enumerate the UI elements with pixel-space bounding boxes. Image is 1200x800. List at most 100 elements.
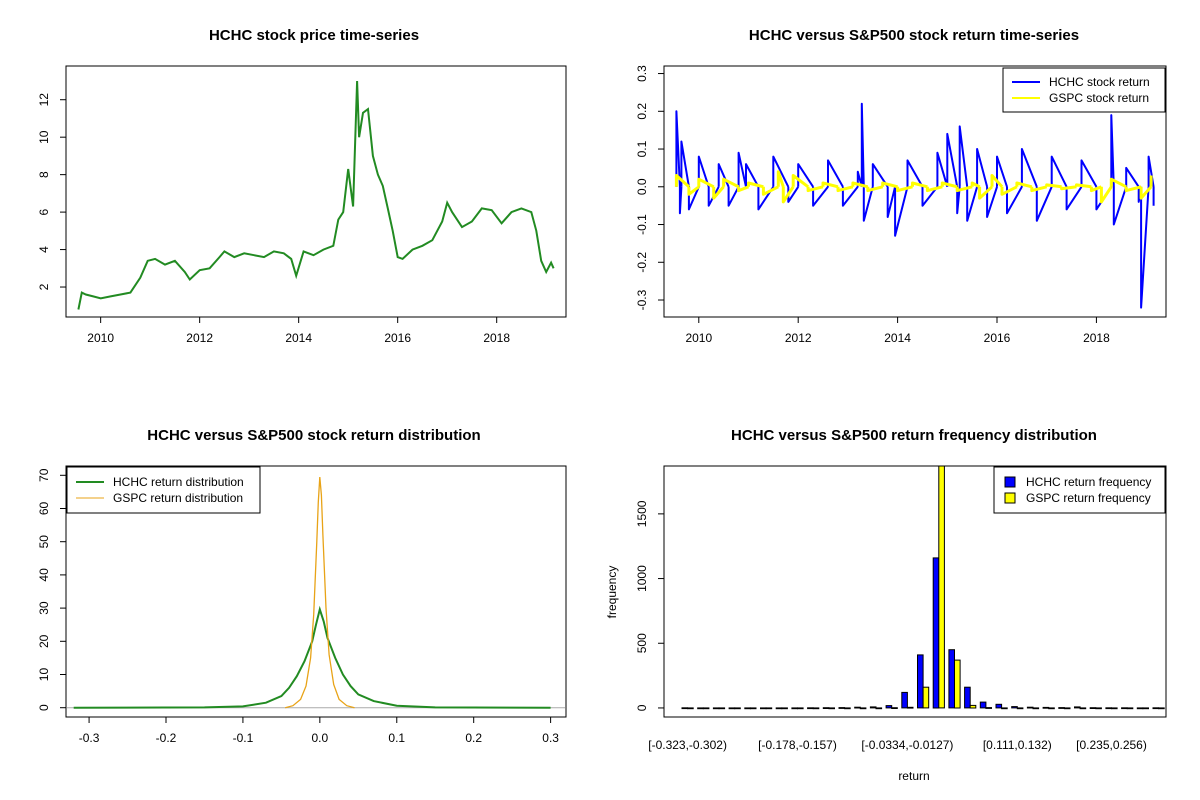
plot-frame bbox=[663, 65, 1167, 318]
panel-return-distribution: HCHC versus S&P500 stock return distribu… bbox=[37, 427, 567, 745]
bar-gspc bbox=[781, 707, 788, 710]
bar-gspc bbox=[1016, 707, 1024, 710]
bar-hchc bbox=[681, 707, 689, 710]
y-axis-label: frequency bbox=[605, 566, 619, 619]
bar-hchc bbox=[1105, 707, 1113, 710]
legend-label-gspc: GSPC return distribution bbox=[113, 491, 243, 505]
x-tick-label: 0.0 bbox=[312, 731, 329, 745]
bar-gspc bbox=[906, 706, 914, 709]
chart-title: HCHC versus S&P500 stock return time-ser… bbox=[749, 27, 1079, 44]
axis-ticks: -0.3 -0.2 -0.1 0.0 0.1 0.2 0.3 2010 2012 2014 2016… bbox=[635, 65, 1110, 345]
y-tick-label: -0.1 bbox=[635, 214, 649, 235]
x-tick-label: 0.1 bbox=[388, 731, 405, 745]
x-tick-label: 0.3 bbox=[542, 731, 559, 745]
x-tick-label: 2016 bbox=[984, 331, 1011, 345]
bar-hchc bbox=[1058, 707, 1065, 709]
x-tick-label: 2018 bbox=[1083, 331, 1110, 345]
y-tick-label: 40 bbox=[37, 568, 51, 582]
y-tick-label: 50 bbox=[37, 535, 51, 549]
bar-hchc bbox=[1026, 706, 1034, 709]
x-tick-label: 2016 bbox=[384, 331, 411, 345]
bar-hchc bbox=[854, 706, 861, 709]
bar-gspc bbox=[734, 707, 741, 710]
y-tick-label: 10 bbox=[37, 130, 51, 144]
bar-gspc bbox=[1048, 707, 1055, 710]
legend-swatch-gspc bbox=[1004, 492, 1016, 504]
y-tick-label: -0.2 bbox=[635, 252, 649, 273]
bar-gspc bbox=[718, 707, 726, 710]
x-category-label: [-0.178,-0.157) bbox=[758, 738, 837, 752]
bar-hchc bbox=[964, 686, 971, 709]
bar-gspc bbox=[938, 466, 945, 709]
bar-gspc bbox=[1142, 707, 1150, 710]
bar-hchc bbox=[822, 707, 830, 710]
y-tick-label: 20 bbox=[37, 634, 51, 648]
y-tick-label: 0.2 bbox=[635, 103, 649, 120]
bar-hchc bbox=[775, 707, 783, 710]
bar-gspc bbox=[844, 707, 851, 710]
chart-title: HCHC versus S&P500 return frequency dist… bbox=[731, 427, 1097, 444]
bar-hchc bbox=[979, 701, 987, 709]
bar-group bbox=[681, 466, 1165, 710]
series-layer bbox=[674, 102, 1155, 309]
y-tick-label: 0.1 bbox=[635, 140, 649, 157]
legend-box bbox=[993, 466, 1166, 514]
series-layer bbox=[77, 80, 555, 310]
bar-gspc bbox=[969, 704, 977, 709]
bar-gspc bbox=[1095, 707, 1102, 710]
axis-ticks: 0 10 20 30 40 50 60 70 -0.3 -0.2 -0.1 0.0 0.1 0.2 0.3 bbox=[37, 468, 559, 745]
bar-gspc bbox=[985, 707, 993, 709]
bar-hchc bbox=[917, 654, 924, 709]
bar-hchc bbox=[760, 707, 767, 710]
y-tick-label: 4 bbox=[37, 246, 51, 253]
x-axis-label: return bbox=[898, 769, 929, 783]
y-tick-label: 2 bbox=[37, 283, 51, 290]
y-tick-label: 30 bbox=[37, 601, 51, 615]
axis-ticks: 2 4 6 8 10 12 2010 2012 2014 2016 2018 bbox=[37, 93, 510, 345]
bar-hchc bbox=[1074, 706, 1081, 709]
bar-hchc bbox=[712, 707, 720, 710]
series-line-hchc-price bbox=[77, 80, 555, 310]
bar-gspc bbox=[702, 707, 710, 710]
x-tick-label: 2012 bbox=[186, 331, 213, 345]
bar-gspc bbox=[1063, 707, 1071, 710]
panel-return-frequency: HCHC versus S&P500 return frequency dist… bbox=[605, 427, 1167, 783]
x-tick-label: 2010 bbox=[685, 331, 712, 345]
x-tick-label: 0.2 bbox=[465, 731, 482, 745]
panel-return-timeseries: HCHC versus S&P500 stock return time-ser… bbox=[635, 27, 1167, 345]
panel-price-timeseries: HCHC stock price time-series 2 4 6 8 10 12 201… bbox=[37, 27, 567, 345]
bar-hchc bbox=[697, 707, 704, 710]
y-tick-label: 500 bbox=[635, 633, 649, 653]
x-tick-label: 2018 bbox=[483, 331, 510, 345]
series-line-hchc-return bbox=[675, 102, 1155, 309]
bar-gspc bbox=[922, 686, 930, 709]
bar-hchc bbox=[869, 706, 877, 709]
bar-gspc bbox=[954, 659, 961, 709]
bar-hchc bbox=[932, 557, 940, 709]
y-tick-label: -0.3 bbox=[635, 289, 649, 310]
y-tick-label: 6 bbox=[37, 208, 51, 215]
bar-hchc bbox=[1089, 707, 1097, 710]
x-tick-label: 2012 bbox=[785, 331, 812, 345]
legend: HCHC return distribution GSPC return dis… bbox=[66, 466, 261, 514]
bar-hchc bbox=[728, 707, 736, 710]
legend-label-gspc: GSPC stock return bbox=[1049, 91, 1149, 105]
y-tick-label: 12 bbox=[37, 93, 51, 107]
chart-title: HCHC versus S&P500 stock return distribu… bbox=[147, 427, 480, 444]
y-tick-label: 60 bbox=[37, 502, 51, 516]
bar-hchc bbox=[838, 707, 846, 709]
axis-ticks: 0 500 1000 1500 [-0.323,-0.302) [-0.178,-0.15… bbox=[635, 500, 1147, 752]
y-tick-label: 1000 bbox=[635, 565, 649, 592]
bar-gspc bbox=[797, 707, 804, 710]
bar-gspc bbox=[891, 707, 898, 710]
bar-gspc bbox=[1126, 707, 1134, 710]
series-layer bbox=[67, 476, 565, 709]
y-tick-label: 0.0 bbox=[635, 178, 649, 195]
bar-gspc bbox=[749, 707, 757, 710]
x-tick-label: -0.1 bbox=[233, 731, 254, 745]
bar-gspc bbox=[828, 707, 836, 710]
y-tick-label: 10 bbox=[37, 668, 51, 682]
bar-hchc bbox=[1152, 707, 1160, 710]
x-category-label: [-0.0334,-0.0127) bbox=[861, 738, 953, 752]
series-line-hchc-density bbox=[73, 605, 551, 709]
